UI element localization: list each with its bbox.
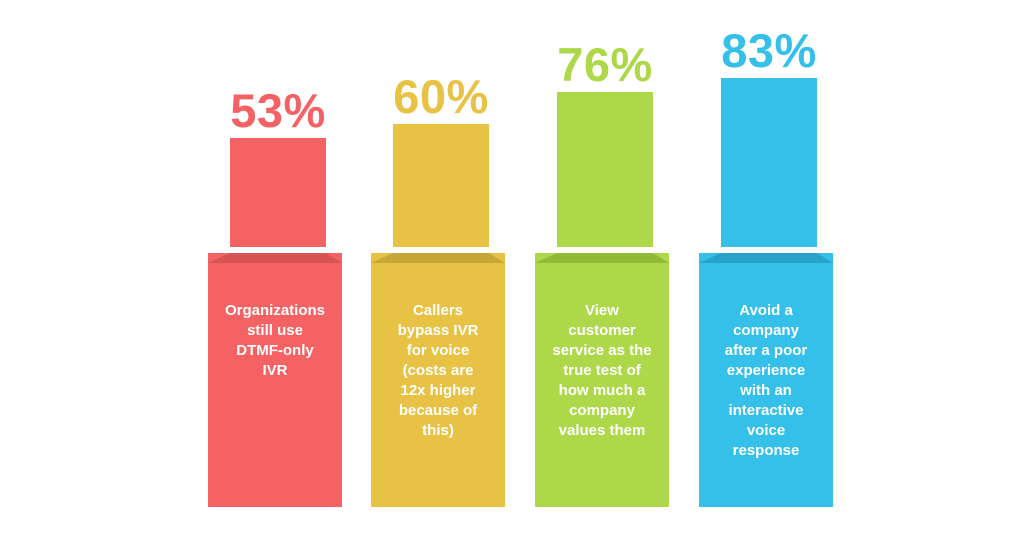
panel-ledge	[208, 253, 342, 263]
description-text: Avoid a company after a poor experience …	[724, 302, 808, 459]
bar-column-3: 76% View customer service as the true te…	[535, 0, 675, 539]
panel-ledge	[535, 253, 669, 263]
description-text: Organizations still use DTMF-only IVR	[224, 302, 325, 379]
description-text: Callers bypass IVR for voice (costs are …	[397, 302, 479, 439]
description-panel: Avoid a company after a poor experience …	[699, 253, 833, 507]
value-bar	[230, 138, 326, 349]
description-panel: View customer service as the true test o…	[535, 253, 669, 507]
value-bar	[721, 78, 817, 294]
percent-label: 83%	[721, 24, 817, 77]
value-bar	[557, 92, 653, 309]
bar-column-4: 83% Avoid a company after a poor experie…	[699, 0, 839, 539]
bar-column-2: 60% Callers bypass IVR for voice (costs …	[371, 0, 511, 539]
percent-label: 53%	[230, 84, 326, 137]
percent-label: 60%	[393, 70, 489, 123]
bar-column-1: 53% Organizations still use DTMF-only IV…	[208, 0, 348, 539]
description-text: View customer service as the true test o…	[552, 302, 652, 439]
value-bar	[393, 124, 489, 336]
panel-ledge	[371, 253, 505, 263]
panel-ledge	[699, 253, 833, 263]
description-panel: Callers bypass IVR for voice (costs are …	[371, 253, 505, 507]
description-panel: Organizations still use DTMF-only IVR	[208, 253, 342, 507]
percent-label: 76%	[557, 38, 653, 91]
